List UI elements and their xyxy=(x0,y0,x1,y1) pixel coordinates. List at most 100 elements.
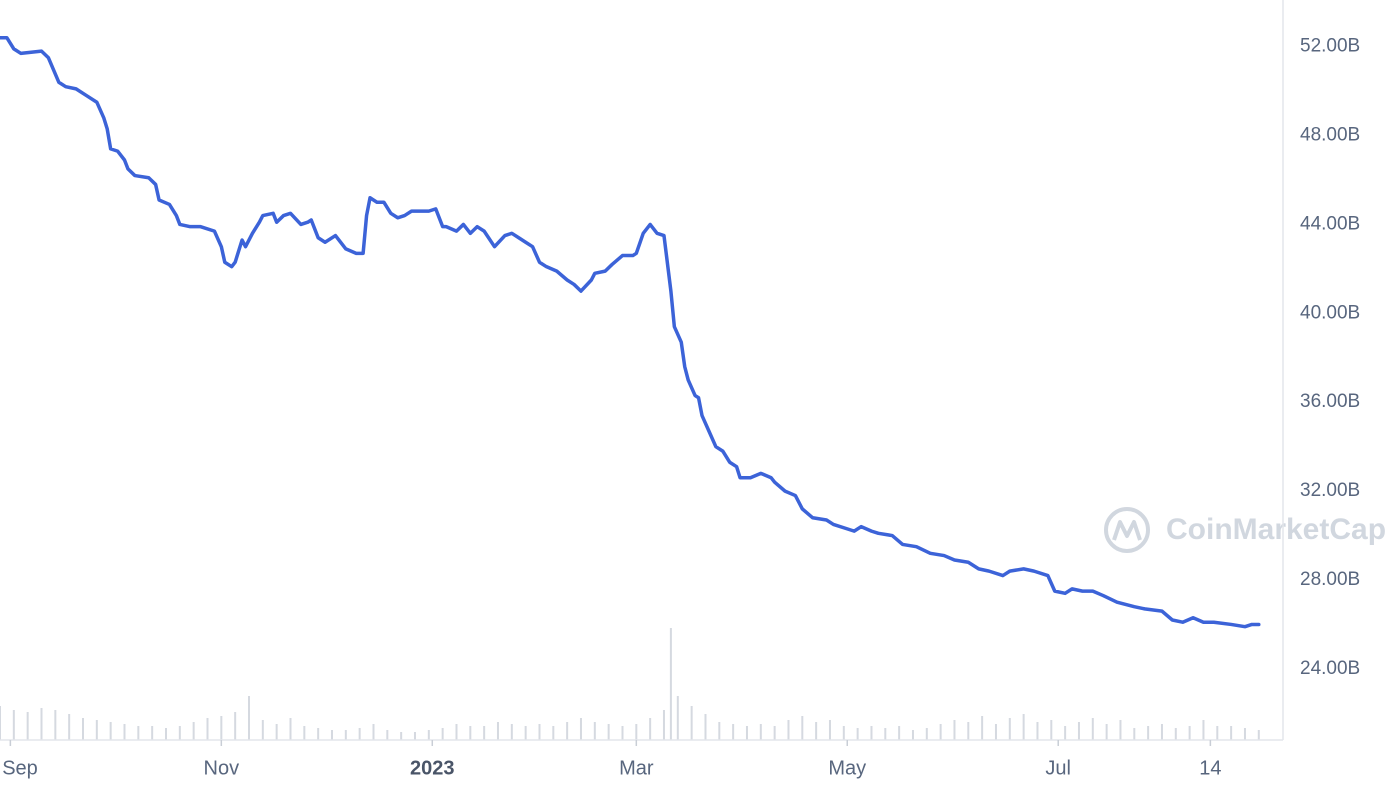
volume-bar xyxy=(566,722,569,740)
volume-bar xyxy=(552,726,555,740)
volume-bar xyxy=(372,724,375,740)
volume-bar xyxy=(1050,720,1053,740)
volume-bar xyxy=(1077,722,1080,740)
volume-bar xyxy=(925,728,928,740)
volume-bar xyxy=(1188,726,1191,740)
volume-bar xyxy=(1230,726,1233,740)
volume-bar xyxy=(1243,728,1246,740)
volume-bar xyxy=(1202,720,1205,740)
volume-bar xyxy=(524,726,527,740)
volume-bar xyxy=(510,724,513,740)
volume-bar xyxy=(1133,728,1136,740)
x-tick-label: May xyxy=(828,757,866,779)
volume-bar xyxy=(303,726,306,740)
volume-bar xyxy=(427,730,430,740)
x-tick-label: 2023 xyxy=(410,757,455,779)
volume-bar xyxy=(123,724,126,740)
volume-bar xyxy=(621,726,624,740)
volume-bar xyxy=(759,724,762,740)
axes-layer xyxy=(0,0,1284,746)
volume-bar xyxy=(773,726,776,740)
price-line xyxy=(0,36,1261,629)
volume-bar xyxy=(787,720,790,740)
volume-bar xyxy=(178,726,181,740)
volume-bar xyxy=(109,722,112,740)
volume-bar xyxy=(939,724,942,740)
y-tick-label: 32.00B xyxy=(1300,480,1360,501)
volume-bar xyxy=(164,728,167,740)
volume-bar xyxy=(151,726,154,740)
volume-bar xyxy=(81,718,84,740)
volume-bar xyxy=(662,710,665,740)
volume-bar xyxy=(400,732,403,740)
volume-bar xyxy=(842,726,845,740)
y-tick-label: 48.00B xyxy=(1300,125,1360,146)
volume-bar xyxy=(870,726,873,740)
volume-bar xyxy=(538,724,541,740)
volume-bar xyxy=(1160,724,1163,740)
y-tick-label: 52.00B xyxy=(1300,36,1360,57)
volume-bar xyxy=(981,716,984,740)
volume-bar xyxy=(386,730,389,740)
volume-bar xyxy=(68,714,71,740)
y-tick-label: 36.00B xyxy=(1300,391,1360,412)
x-tick-label: 14 xyxy=(1199,757,1221,779)
watermark-logo-mark xyxy=(1112,520,1142,541)
volume-bar xyxy=(496,722,499,740)
volume-bar xyxy=(247,696,250,740)
volume-bar xyxy=(220,716,223,740)
volume-bar xyxy=(455,724,458,740)
volume-bar xyxy=(607,724,610,740)
volume-bar xyxy=(192,722,195,740)
volume-bar xyxy=(1064,726,1067,740)
volume-bar xyxy=(669,628,672,740)
volume-bar xyxy=(745,726,748,740)
volume-bar xyxy=(593,722,596,740)
volume-bar xyxy=(275,724,278,740)
volume-bar xyxy=(358,728,361,740)
volume-bar xyxy=(676,696,679,740)
x-tick-label: Jul xyxy=(1045,757,1071,779)
volume-bar xyxy=(317,728,320,740)
volume-bar xyxy=(261,720,264,740)
y-tick-label: 44.00B xyxy=(1300,213,1360,234)
volume-bar xyxy=(732,724,735,740)
volume-bar xyxy=(1036,722,1039,740)
volume-bar xyxy=(953,720,956,740)
volume-bar xyxy=(967,722,970,740)
volume-bar xyxy=(1091,718,1094,740)
volume-bar xyxy=(441,728,444,740)
volume-bar xyxy=(994,724,997,740)
x-tick-label: Sep xyxy=(2,757,38,779)
volume-bar xyxy=(289,718,292,740)
volume-bar xyxy=(1105,724,1108,740)
volume-bar xyxy=(635,724,638,740)
volume-bar xyxy=(1008,718,1011,740)
volume-bar xyxy=(898,726,901,740)
watermark-logo xyxy=(1104,507,1150,553)
volume-bar xyxy=(690,706,693,740)
volume-bar xyxy=(26,712,29,740)
volume-bar xyxy=(1147,726,1150,740)
volume-bar xyxy=(718,722,721,740)
labels-layer: 24.00B 28.00B 32.00B 36.00B 40.00B 44.00B 48.0… xyxy=(2,36,1360,780)
volume-bar xyxy=(1257,730,1260,740)
volume-bar xyxy=(95,720,98,740)
bars-layer xyxy=(0,628,1260,740)
line-layer xyxy=(0,36,1261,629)
volume-bar xyxy=(344,730,347,740)
volume-bar xyxy=(330,730,333,740)
volume-bar xyxy=(1216,726,1219,740)
y-tick-label: 28.00B xyxy=(1300,569,1360,590)
volume-bar xyxy=(856,728,859,740)
volume-bar xyxy=(828,720,831,740)
volume-bar xyxy=(801,716,804,740)
volume-bar xyxy=(911,730,914,740)
volume-bar xyxy=(1119,720,1122,740)
volume-bar xyxy=(206,718,209,740)
watermark-text: CoinMarketCap xyxy=(1166,513,1386,546)
volume-bar xyxy=(884,728,887,740)
volume-bar xyxy=(579,718,582,740)
volume-bar xyxy=(234,712,237,740)
